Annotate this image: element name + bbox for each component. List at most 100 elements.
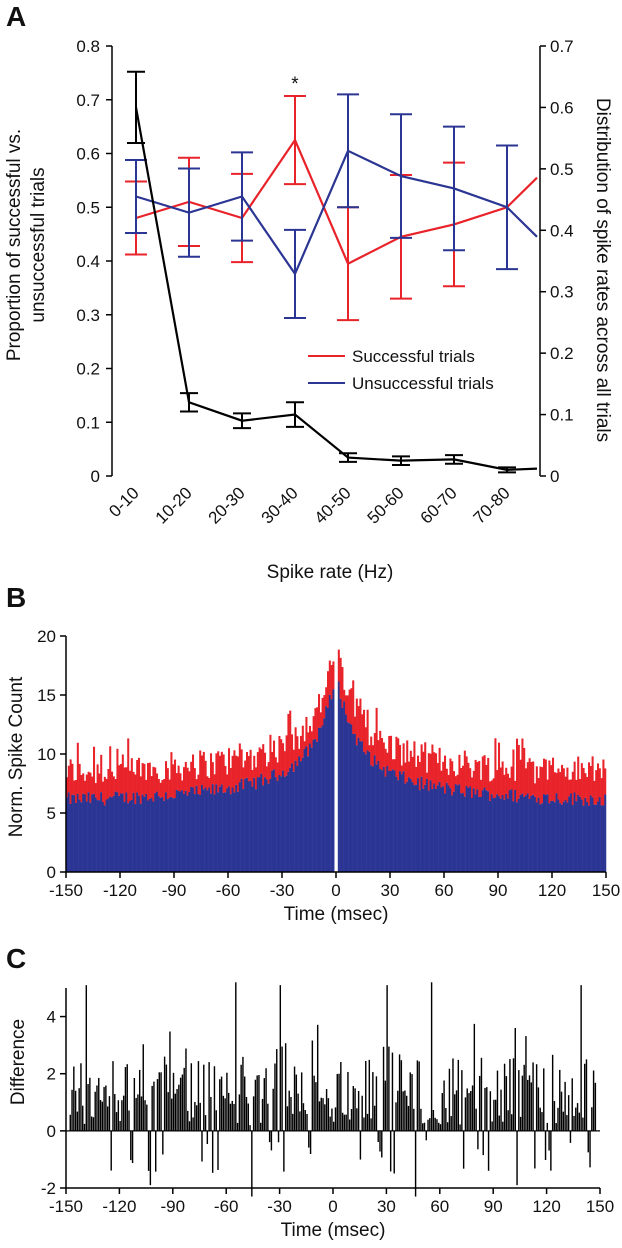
b-bar-unsuccessful — [265, 779, 268, 872]
b-bar-unsuccessful — [417, 778, 420, 872]
b-x-tick-label: -30 — [270, 881, 295, 900]
b-bar-successful — [561, 764, 564, 805]
b-bar-unsuccessful — [240, 778, 243, 872]
b-bar-unsuccessful — [489, 800, 492, 872]
b-bar-successful — [235, 755, 238, 785]
b-bar-successful — [125, 767, 128, 793]
b-bar-unsuccessful — [67, 792, 70, 872]
b-bar-unsuccessful — [139, 803, 142, 872]
b-bar-unsuccessful — [539, 804, 542, 872]
c-bar — [539, 1107, 541, 1131]
b-bar-unsuccessful — [183, 793, 186, 872]
b-bar-unsuccessful — [323, 718, 326, 872]
c-bar — [210, 1096, 212, 1131]
c-bar — [420, 1108, 422, 1131]
c-bar — [535, 1064, 538, 1131]
b-bar-unsuccessful — [588, 805, 591, 872]
b-bar-unsuccessful — [192, 787, 195, 872]
b-bar-successful — [184, 761, 187, 791]
c-bar — [171, 1098, 173, 1131]
b-bar-unsuccessful — [105, 799, 108, 872]
c-bar — [414, 1130, 417, 1197]
c-bar — [315, 1082, 317, 1131]
c-bar — [261, 1098, 264, 1131]
b-bar-unsuccessful — [202, 789, 205, 872]
b-bar-unsuccessful — [339, 698, 342, 872]
b-bar-unsuccessful — [573, 792, 576, 872]
b-bar-unsuccessful — [298, 756, 301, 872]
b-bar-successful — [71, 763, 74, 795]
c-bar — [117, 1100, 120, 1131]
b-bar-unsuccessful — [150, 797, 153, 872]
b-bar-unsuccessful — [330, 699, 333, 872]
c-bar — [211, 1130, 214, 1173]
a-y-right-title: Distribution of spike rates across all t… — [592, 98, 613, 442]
b-bar-unsuccessful — [458, 784, 461, 872]
b-bar-successful — [489, 781, 492, 801]
b-bar-unsuccessful — [453, 791, 456, 872]
b-bar-successful — [210, 753, 213, 794]
a-x-tick-label: 60-70 — [417, 483, 461, 527]
b-bar-successful — [485, 764, 488, 791]
c-bar — [388, 1046, 390, 1131]
b-bar-successful — [508, 777, 511, 791]
c-bar — [94, 1091, 96, 1131]
b-bar-unsuccessful — [316, 741, 319, 872]
b-bar-unsuccessful — [276, 780, 279, 872]
c-bar — [155, 1130, 157, 1172]
b-bar-unsuccessful — [94, 797, 97, 872]
c-bar — [571, 1078, 573, 1131]
c-bar — [87, 1084, 89, 1131]
b-bar-successful — [400, 765, 403, 775]
b-bar-successful — [492, 778, 495, 799]
b-bar-successful — [418, 761, 421, 791]
c-bar — [434, 1117, 436, 1131]
b-bar-unsuccessful — [462, 793, 465, 872]
b-bar-successful — [233, 750, 236, 793]
b-bar-successful — [287, 713, 290, 772]
c-bar — [551, 1054, 554, 1131]
b-bar-unsuccessful — [550, 801, 553, 872]
b-bar-successful — [183, 767, 186, 794]
b-bar-unsuccessful — [373, 755, 376, 872]
b-bar-successful — [292, 749, 295, 772]
b-bar-successful — [409, 750, 412, 779]
c-bar — [582, 1117, 584, 1131]
b-bar-unsuccessful — [485, 790, 488, 872]
b-bar-unsuccessful — [318, 727, 321, 872]
c-bar — [592, 1070, 595, 1131]
c-bar — [402, 1091, 404, 1131]
b-bar-unsuccessful — [226, 788, 229, 872]
b-bar-unsuccessful — [595, 804, 598, 872]
b-bar-successful — [159, 782, 162, 798]
c-bar — [478, 1075, 481, 1131]
c-bar — [585, 1059, 588, 1131]
c-bar — [471, 1085, 474, 1131]
c-bar — [457, 1059, 460, 1131]
c-bar — [541, 1112, 543, 1131]
b-bar-successful — [424, 742, 427, 785]
b-bar-successful — [390, 735, 393, 771]
b-bar-successful — [363, 709, 366, 752]
b-bar-successful — [447, 774, 450, 786]
b-bar-successful — [294, 727, 297, 761]
c-bar — [359, 1130, 362, 1160]
a-x-tick-label: 30-40 — [258, 483, 302, 527]
b-bar-successful — [559, 772, 562, 804]
b-bar-successful — [591, 756, 594, 798]
legend-label-successful: Successful trials — [352, 347, 475, 366]
b-bar-successful — [436, 763, 439, 786]
c-bar — [413, 1108, 415, 1131]
b-bar-unsuccessful — [519, 795, 522, 872]
b-bar-successful — [289, 710, 292, 768]
c-bar — [281, 1046, 283, 1131]
b-bar-successful — [231, 755, 234, 788]
b-bar-successful — [145, 779, 148, 794]
c-bar — [550, 1130, 552, 1171]
b-bar-successful — [67, 765, 70, 793]
c-bar — [265, 1068, 267, 1131]
b-bar-successful — [586, 776, 589, 803]
c-bar — [73, 1066, 75, 1131]
c-bar — [548, 1130, 550, 1151]
b-bar-successful — [494, 738, 497, 798]
